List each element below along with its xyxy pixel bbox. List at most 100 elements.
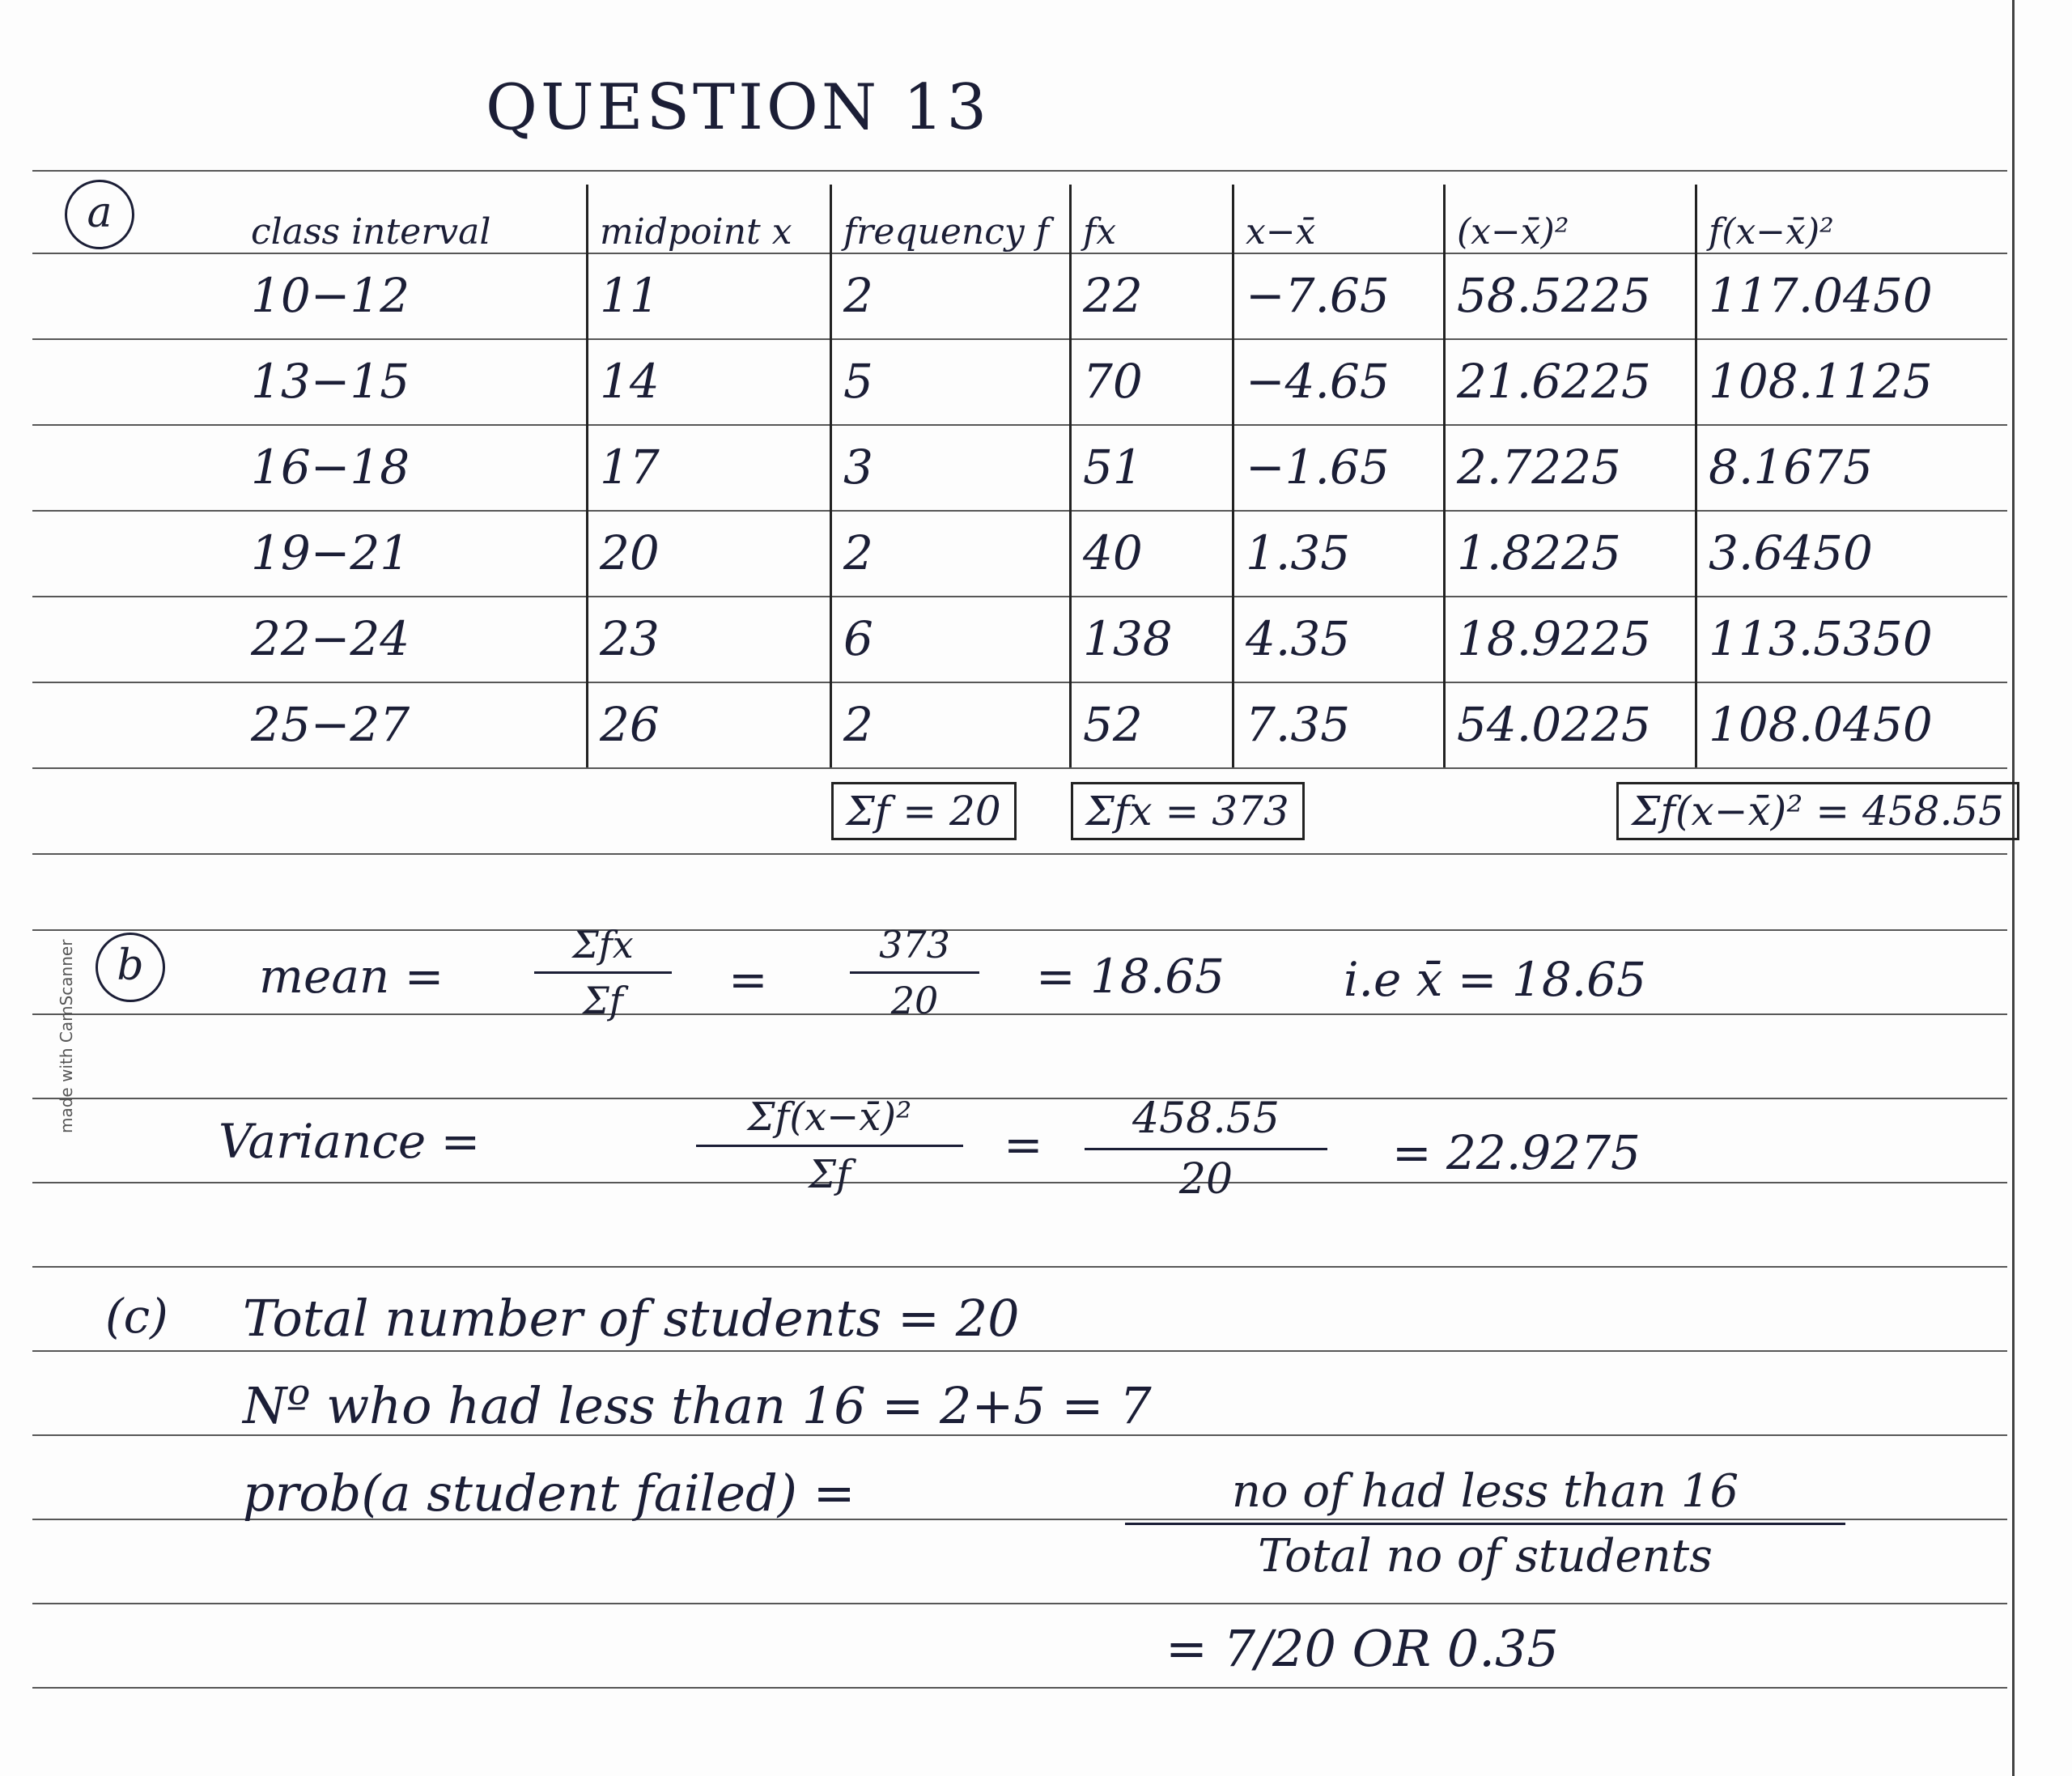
cell-deviation: 1.35 xyxy=(1232,510,1446,596)
variance-result: = 22.9275 xyxy=(1392,1125,1641,1180)
rule-line xyxy=(32,929,2007,931)
cell-f-deviation-squared: 113.5350 xyxy=(1695,596,2019,682)
header-frequency: frequency f xyxy=(830,185,1072,253)
header-class-interval: class interval xyxy=(219,185,588,253)
cell-deviation: 7.35 xyxy=(1232,682,1446,767)
cell-deviation-squared: 18.9225 xyxy=(1443,596,1697,682)
rule-line xyxy=(32,1182,2007,1183)
part-a-label: a xyxy=(65,180,134,249)
cell-class-interval: 22−24 xyxy=(219,596,588,682)
cell-midpoint: 11 xyxy=(586,253,832,338)
right-margin-line xyxy=(2012,0,2015,1776)
cell-deviation-squared: 1.8225 xyxy=(1443,510,1697,596)
rule-line xyxy=(32,170,2007,172)
cell-class-interval: 19−21 xyxy=(219,510,588,596)
mean-values-denominator: 20 xyxy=(890,979,939,1022)
cell-f-deviation-squared: 108.1125 xyxy=(1695,338,2019,424)
header-deviation-squared: (x−x̄)² xyxy=(1443,185,1697,253)
cell-fx: 138 xyxy=(1069,596,1234,682)
mean-ie: i.e x̄ = 18.65 xyxy=(1344,952,1646,1007)
rule-line xyxy=(32,1687,2007,1689)
table-row: 16−18 17 3 51 −1.65 2.7225 8.1675 xyxy=(219,424,2019,510)
page-title: QUESTION 13 xyxy=(486,71,991,144)
rule-line xyxy=(32,767,2007,769)
variance-values-numerator: 458.55 xyxy=(1132,1094,1280,1143)
cell-class-interval: 25−27 xyxy=(219,682,588,767)
probability-denominator: Total no of students xyxy=(1258,1530,1713,1583)
sum-f-deviation-squared-box: Σf(x−x̄)² = 458.55 xyxy=(1616,781,2019,840)
rule-line xyxy=(32,1603,2007,1604)
cell-fx: 52 xyxy=(1069,682,1234,767)
probability-label: prob(a student failed) = xyxy=(243,1464,856,1523)
probability-fraction: no of had less than 16 Total no of stude… xyxy=(1125,1465,1845,1583)
header-deviation: x−x̄ xyxy=(1232,185,1446,253)
rule-line xyxy=(32,853,2007,855)
cell-class-interval: 10−12 xyxy=(219,253,588,338)
cell-midpoint: 26 xyxy=(586,682,832,767)
variance-values-denominator: 20 xyxy=(1178,1155,1233,1204)
cell-frequency: 5 xyxy=(830,338,1072,424)
table-row: 25−27 26 2 52 7.35 54.0225 108.0450 xyxy=(219,682,2019,767)
cell-midpoint: 20 xyxy=(586,510,832,596)
cell-fx: 40 xyxy=(1069,510,1234,596)
table-row: 19−21 20 2 40 1.35 1.8225 3.6450 xyxy=(219,510,2019,596)
cell-deviation-squared: 58.5225 xyxy=(1443,253,1697,338)
mean-result: = 18.65 xyxy=(1036,949,1225,1004)
variance-values: 458.55 20 xyxy=(1085,1094,1327,1204)
cell-deviation: −1.65 xyxy=(1232,424,1446,510)
probability-numerator: no of had less than 16 xyxy=(1231,1465,1739,1518)
frequency-table: class interval midpoint x frequency f fx… xyxy=(219,185,2019,853)
total-students-line: Total number of students = 20 xyxy=(243,1289,1020,1348)
cell-midpoint: 14 xyxy=(586,338,832,424)
cell-midpoint: 23 xyxy=(586,596,832,682)
side-watermark-note: made with CamScanner xyxy=(57,939,76,1133)
cell-frequency: 2 xyxy=(830,510,1072,596)
mean-formula-denominator: Σf xyxy=(583,979,623,1022)
variance-equals: = xyxy=(1004,1117,1043,1172)
cell-deviation: 4.35 xyxy=(1232,596,1446,682)
cell-f-deviation-squared: 117.0450 xyxy=(1695,253,2019,338)
mean-label: mean = xyxy=(259,949,444,1004)
cell-fx: 22 xyxy=(1069,253,1234,338)
cell-frequency: 3 xyxy=(830,424,1072,510)
cell-fx: 70 xyxy=(1069,338,1234,424)
mean-formula-numerator: Σfx xyxy=(572,923,634,967)
mean-values: 373 20 xyxy=(850,923,979,1022)
fraction-bar xyxy=(1125,1523,1845,1525)
cell-midpoint: 17 xyxy=(586,424,832,510)
rule-line xyxy=(32,1013,2007,1015)
cell-frequency: 2 xyxy=(830,682,1072,767)
variance-formula-denominator: Σf xyxy=(809,1152,851,1197)
variance-label: Variance = xyxy=(219,1114,481,1169)
cell-class-interval: 13−15 xyxy=(219,338,588,424)
rule-line xyxy=(32,1098,2007,1099)
rule-line xyxy=(32,1350,2007,1352)
sum-f-box: Σf = 20 xyxy=(830,781,1017,840)
header-fx: fx xyxy=(1069,185,1234,253)
fraction-bar xyxy=(1085,1148,1327,1150)
fraction-bar xyxy=(534,971,672,974)
fraction-bar xyxy=(696,1145,963,1147)
sum-fx-box: Σfx = 373 xyxy=(1070,781,1305,840)
cell-deviation: −4.65 xyxy=(1232,338,1446,424)
cell-f-deviation-squared: 108.0450 xyxy=(1695,682,2019,767)
cell-deviation-squared: 21.6225 xyxy=(1443,338,1697,424)
cell-frequency: 2 xyxy=(830,253,1072,338)
cell-deviation-squared: 54.0225 xyxy=(1443,682,1697,767)
variance-formula: Σf(x−x̄)² Σf xyxy=(696,1094,963,1197)
cell-deviation-squared: 2.7225 xyxy=(1443,424,1697,510)
variance-formula-numerator: Σf(x−x̄)² xyxy=(747,1094,912,1140)
cell-f-deviation-squared: 3.6450 xyxy=(1695,510,2019,596)
less-than-16-line: Nº who had less than 16 = 2+5 = 7 xyxy=(243,1376,1152,1435)
rule-line xyxy=(32,1434,2007,1436)
totals-row: Σf = 20 Σfx = 373 Σf(x−x̄)² = 458.55 xyxy=(219,767,2019,853)
cell-class-interval: 16−18 xyxy=(219,424,588,510)
cell-fx: 51 xyxy=(1069,424,1234,510)
part-b-label: b xyxy=(96,933,165,1002)
cell-frequency: 6 xyxy=(830,596,1072,682)
mean-formula: Σfx Σf xyxy=(534,923,672,1022)
mean-equals: = xyxy=(728,952,768,1007)
probability-result: = 7/20 OR 0.35 xyxy=(1166,1619,1559,1678)
table-header-row: class interval midpoint x frequency f fx… xyxy=(219,185,2019,253)
